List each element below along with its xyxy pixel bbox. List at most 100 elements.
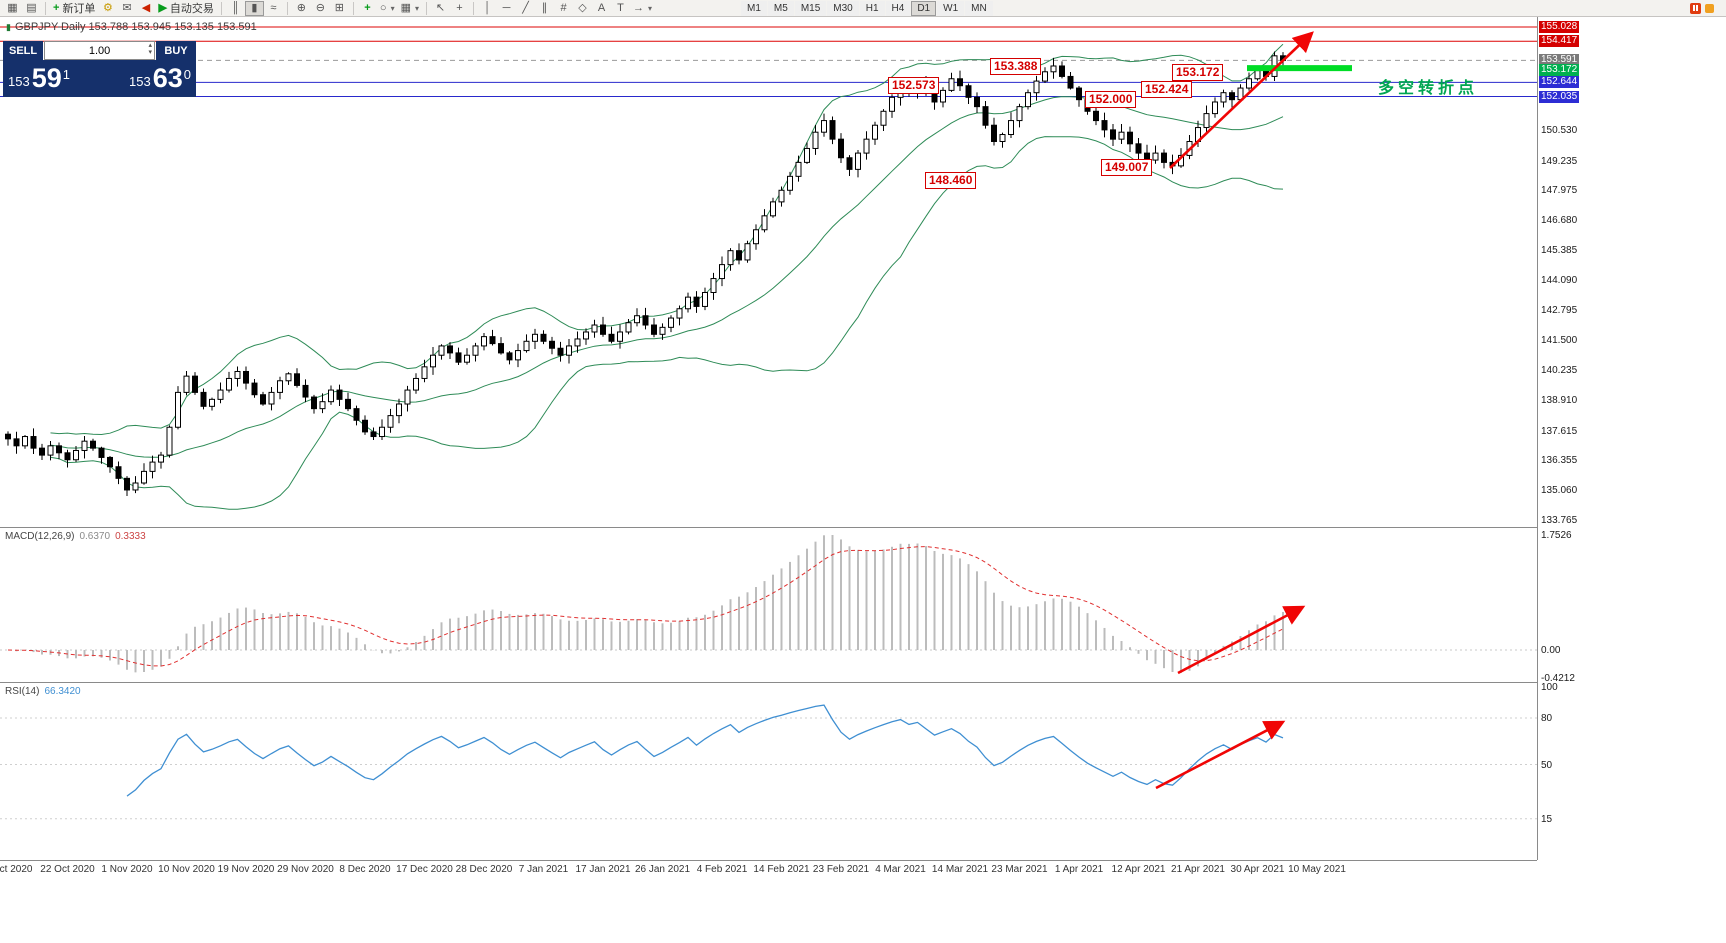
arrows-button[interactable]: → ▾ [630, 1, 655, 16]
rsi-name: RSI(14) [5, 686, 40, 697]
profiles-button[interactable]: ▤ [22, 1, 41, 16]
timeframe-h1[interactable]: H1 [859, 0, 885, 16]
price-scale-tick: 80 [1541, 713, 1553, 724]
bar-chart-button[interactable]: ║ [226, 1, 245, 16]
channel-button[interactable]: ∥ [535, 1, 554, 16]
volume-spinner[interactable]: ▴ ▾ [148, 42, 152, 56]
macd-signal-line [7, 546, 1284, 667]
price-scale-tick: 138.910 [1541, 395, 1578, 407]
zoom-in-button[interactable]: ⊕ [292, 1, 311, 16]
macd-signal-value: 0.3333 [115, 531, 146, 542]
news-badge-icon[interactable] [1690, 2, 1701, 14]
timeframe-mn[interactable]: MN [965, 0, 993, 16]
date-axis-label: 4 Feb 2021 [696, 864, 748, 875]
new-chart-button[interactable]: ▦ [3, 1, 22, 16]
timeframe-group: M1 M5 M15 M30 H1 H4 D1 W1 MN [741, 0, 993, 16]
alert-badge-icon[interactable] [1705, 3, 1714, 13]
ask-sup: 0 [183, 67, 191, 82]
indicators-button[interactable]: + [358, 1, 377, 16]
mailbox-icon: ✉ [122, 1, 132, 14]
date-axis-label: 10 Nov 2020 [158, 864, 215, 875]
mailbox-button[interactable]: ✉ [117, 1, 136, 16]
spinner-up-icon[interactable]: ▴ [148, 42, 152, 49]
channel-icon: ∥ [541, 1, 548, 14]
tile-windows-button[interactable]: ⊞ [330, 1, 349, 16]
buy-button[interactable]: BUY [156, 41, 196, 60]
vertical-line-button[interactable]: │ [478, 1, 497, 16]
label-button[interactable]: T [611, 1, 630, 16]
one-click-trading-panel: SELL 1.00 ▴ ▾ BUY 153 59 1 153 63 0 [3, 41, 196, 97]
zoom-out-icon: ⊖ [315, 1, 326, 14]
timeframe-m5[interactable]: M5 [767, 0, 794, 16]
price-scale-tick: 15 [1541, 813, 1553, 825]
date-axis-label: 1 Apr 2021 [1054, 864, 1104, 875]
label-icon: T [617, 1, 624, 14]
date-axis[interactable]: 5 Oct 2020 22 Oct 2020 1 Nov 2020 10 Nov 20… [0, 860, 1537, 878]
chart-title-icon: ▮ [6, 21, 11, 32]
toolbar-separator [220, 1, 222, 15]
cursor-button[interactable]: ↖ [431, 1, 450, 16]
ask-price[interactable]: 153 63 0 [129, 65, 191, 92]
horizontal-line-button[interactable]: ─ [497, 1, 516, 16]
volume-input[interactable]: 1.00 ▴ ▾ [44, 41, 155, 60]
crosshair-button[interactable]: + [450, 1, 469, 16]
chart-window[interactable]: ▮ GBPJPY-Daily 153.788 153.945 153.135 1… [0, 17, 1537, 860]
price-callout[interactable]: 152.573 [888, 77, 940, 94]
bid-price[interactable]: 153 59 1 [8, 65, 70, 92]
candlestick-icon: ▮ [251, 1, 258, 14]
zoom-out-button[interactable]: ⊖ [311, 1, 330, 16]
price-scale[interactable]: 150.530 149.235 147.975 146.680 145.385 144.0… [1537, 17, 1600, 860]
trend-note-text[interactable]: 多空转折点 [1378, 80, 1479, 97]
price-callout[interactable]: 153.172 [1172, 64, 1224, 81]
price-callout[interactable]: 148.460 [925, 172, 977, 189]
timeframe-h4[interactable]: H4 [885, 0, 911, 16]
shapes-button[interactable]: ◇ [573, 1, 592, 16]
trendline-button[interactable]: ╱ [516, 1, 535, 16]
price-callout[interactable]: 152.000 [1085, 91, 1137, 108]
chart-title: ▮ GBPJPY-Daily 153.788 153.945 153.135 1… [6, 21, 257, 33]
date-axis-label: 29 Nov 2020 [277, 864, 334, 875]
timeframe-d1[interactable]: D1 [911, 0, 937, 16]
periods-button[interactable]: ○ ▾ [377, 1, 398, 16]
sell-button[interactable]: SELL [3, 41, 44, 60]
timeframe-w1[interactable]: W1 [937, 0, 965, 16]
price-scale-tick: 135.060 [1541, 484, 1578, 496]
spinner-down-icon[interactable]: ▾ [148, 49, 152, 56]
timeframe-m15[interactable]: M15 [794, 0, 827, 16]
templates-icon: ▦ [400, 1, 411, 14]
auto-trading-button[interactable]: ▶ 自动交易 [155, 1, 216, 16]
toolbar-right-icons [1690, 2, 1714, 14]
price-callout[interactable]: 152.424 [1141, 81, 1193, 98]
bar-chart-icon: ║ [231, 1, 240, 14]
line-chart-button[interactable]: ≈ [264, 1, 283, 16]
chart-title-text: GBPJPY-Daily 153.788 153.945 153.135 153… [14, 21, 257, 33]
date-axis-label: 26 Jan 2021 [634, 864, 691, 875]
horizontal-line-icon: ─ [502, 1, 511, 14]
bid-sup: 1 [62, 67, 70, 82]
candle-chart-button[interactable]: ▮ [244, 0, 264, 16]
price-scale-tick: -0.4212 [1541, 673, 1575, 684]
templates-button[interactable]: ▦ ▾ [398, 1, 422, 16]
new-order-button[interactable]: + 新订单 [50, 1, 98, 16]
macd-histogram [0, 535, 1537, 673]
date-axis-label: 19 Nov 2020 [217, 864, 275, 875]
scripts-button[interactable]: ⚙ [98, 1, 117, 16]
rsi-line [126, 704, 1284, 797]
price-callout[interactable]: 153.388 [990, 58, 1042, 75]
ask-prefix: 153 [129, 74, 151, 89]
date-axis-label: 23 Feb 2021 [812, 864, 870, 875]
date-axis-label: 21 Apr 2021 [1171, 864, 1225, 875]
trend-arrows[interactable] [1155, 31, 1314, 790]
horizontal-lines[interactable] [0, 26, 1537, 98]
fibonacci-button[interactable]: # [554, 1, 573, 16]
chart-canvas[interactable] [0, 17, 1537, 860]
price-scale-tick: 136.355 [1541, 454, 1578, 466]
price-callout[interactable]: 149.007 [1101, 159, 1153, 176]
text-button[interactable]: A [592, 1, 611, 16]
fibonacci-icon: # [560, 1, 567, 14]
timeframe-m30[interactable]: M30 [827, 0, 859, 16]
sound-button[interactable]: ◀ [136, 1, 155, 16]
candlestick-series [5, 51, 1286, 496]
timeframe-m1[interactable]: M1 [741, 0, 767, 16]
panel-dividers[interactable] [0, 527, 1537, 683]
